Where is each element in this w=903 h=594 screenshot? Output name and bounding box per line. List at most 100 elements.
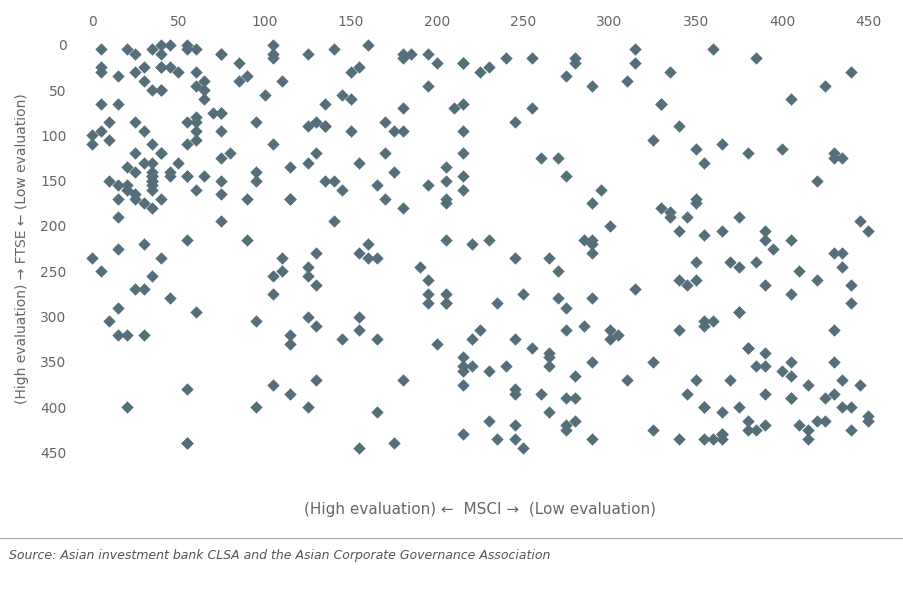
Point — [395, 375, 409, 385]
Point — [119, 162, 134, 172]
Point — [214, 49, 228, 59]
Point — [584, 248, 599, 258]
Point — [128, 148, 143, 158]
Point — [584, 81, 599, 90]
Point — [300, 49, 314, 59]
Point — [541, 253, 555, 263]
Point — [240, 235, 255, 244]
Point — [740, 343, 754, 353]
Point — [455, 148, 470, 158]
Point — [783, 371, 797, 380]
Point — [180, 235, 194, 244]
Point — [438, 194, 452, 204]
Point — [145, 140, 160, 149]
Point — [567, 416, 582, 425]
Point — [748, 53, 762, 63]
Point — [248, 403, 263, 412]
Point — [559, 425, 573, 435]
Point — [610, 330, 625, 340]
Point — [791, 267, 805, 276]
Point — [180, 172, 194, 181]
Point — [705, 434, 720, 444]
Point — [163, 167, 177, 176]
Point — [93, 62, 107, 72]
Point — [808, 176, 823, 185]
Point — [783, 393, 797, 403]
Point — [584, 235, 599, 244]
Point — [265, 271, 280, 280]
Point — [154, 49, 168, 59]
Point — [834, 375, 849, 385]
Point — [145, 181, 160, 190]
Point — [136, 62, 151, 72]
Point — [343, 94, 358, 104]
Point — [808, 276, 823, 285]
Point — [136, 330, 151, 340]
Point — [93, 126, 107, 135]
Point — [119, 185, 134, 194]
Point — [671, 226, 685, 235]
Point — [593, 185, 608, 194]
Point — [136, 76, 151, 86]
Point — [757, 348, 771, 358]
Point — [654, 99, 668, 108]
Point — [800, 434, 815, 444]
Point — [559, 172, 573, 181]
Point — [110, 212, 125, 222]
Point — [136, 198, 151, 208]
Point — [429, 339, 443, 349]
Point — [188, 81, 202, 90]
Point — [438, 298, 452, 308]
Point — [507, 334, 521, 344]
Point — [404, 49, 418, 59]
Point — [154, 148, 168, 158]
Point — [145, 172, 160, 181]
Point — [584, 357, 599, 366]
Point — [438, 198, 452, 208]
Point — [386, 167, 401, 176]
Point — [93, 99, 107, 108]
Point — [128, 189, 143, 199]
Point — [842, 425, 857, 435]
Point — [265, 380, 280, 389]
Y-axis label: (High evaluation) → FTSE ← (Low evaluation): (High evaluation) → FTSE ← (Low evaluati… — [15, 93, 29, 404]
Point — [110, 72, 125, 81]
Point — [128, 167, 143, 176]
Point — [180, 45, 194, 54]
Point — [93, 267, 107, 276]
Point — [533, 153, 547, 163]
Point — [671, 434, 685, 444]
Point — [507, 421, 521, 430]
Point — [757, 421, 771, 430]
Point — [713, 434, 728, 444]
Point — [386, 126, 401, 135]
Point — [180, 117, 194, 127]
Point — [145, 172, 160, 181]
Point — [154, 40, 168, 49]
Point — [455, 172, 470, 181]
Point — [800, 380, 815, 389]
Point — [722, 375, 737, 385]
Point — [464, 362, 479, 371]
Point — [438, 289, 452, 299]
Point — [619, 76, 633, 86]
Point — [309, 117, 323, 127]
Point — [757, 226, 771, 235]
Point — [102, 176, 116, 185]
Point — [369, 334, 384, 344]
Point — [731, 262, 745, 271]
Point — [713, 407, 728, 416]
Point — [455, 185, 470, 194]
Point — [412, 262, 426, 271]
Point — [154, 62, 168, 72]
Point — [481, 366, 496, 376]
Point — [395, 53, 409, 63]
Point — [188, 112, 202, 122]
Point — [757, 389, 771, 399]
Point — [472, 67, 487, 77]
Point — [688, 144, 703, 154]
Point — [628, 58, 642, 68]
Point — [550, 153, 564, 163]
Point — [421, 289, 435, 299]
Point — [550, 294, 564, 304]
